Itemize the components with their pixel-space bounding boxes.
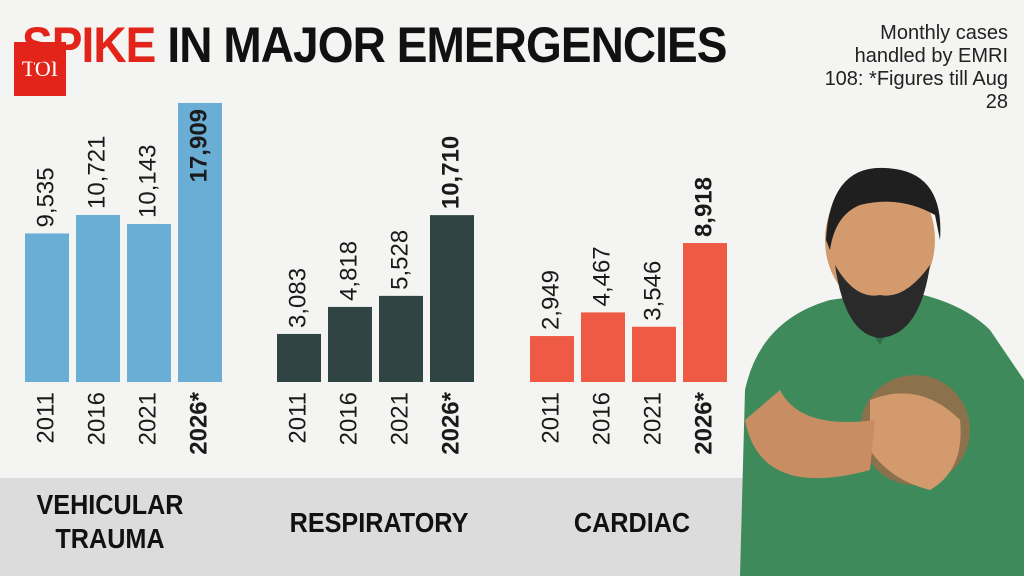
x-tick-label: 2026* — [690, 391, 717, 454]
x-tick-label: 2021 — [639, 392, 666, 445]
legend-entry: RESPIRATORY — [289, 507, 468, 538]
bar — [683, 243, 727, 382]
bar — [127, 223, 171, 382]
bar — [178, 102, 222, 382]
value-label: 3,546 — [639, 261, 666, 321]
beard — [835, 265, 930, 338]
note: Monthly cases handled by EMRI 108: *Figu… — [824, 22, 1008, 113]
value-label: 2,949 — [537, 270, 564, 330]
bar — [328, 306, 372, 382]
hands — [870, 393, 961, 490]
title-highlight: SPIKE — [22, 17, 156, 73]
bar — [76, 214, 120, 382]
value-label: 3,083 — [284, 268, 311, 328]
x-tick-label: 2026* — [185, 391, 212, 454]
x-tick-label: 2016 — [588, 392, 615, 445]
value-label: 8,918 — [690, 177, 717, 237]
hair — [826, 167, 941, 250]
x-tick-label: 2026* — [437, 391, 464, 454]
value-label: 9,535 — [32, 167, 59, 227]
x-tick-label: 2011 — [537, 392, 564, 444]
value-label: 10,721 — [83, 136, 110, 209]
value-label: 17,909 — [185, 109, 212, 182]
bar — [632, 326, 676, 382]
x-tick-label: 2011 — [284, 392, 311, 444]
illustration — [740, 167, 1024, 576]
value-label: 10,710 — [437, 136, 464, 209]
x-tick-label: 2021 — [386, 392, 413, 445]
x-tick-label: 2016 — [335, 392, 362, 445]
x-tick-label: 2021 — [134, 392, 161, 445]
bar — [25, 233, 69, 382]
bar — [277, 333, 321, 382]
bar — [530, 336, 574, 382]
legend-entry: CARDIAC — [573, 507, 690, 538]
x-tick-label: 2011 — [32, 392, 59, 444]
legend-entry: VEHICULAR TRAUMA — [36, 489, 184, 554]
bar — [581, 312, 625, 382]
logo: TOI — [14, 42, 66, 96]
value-label: 10,143 — [134, 145, 161, 218]
value-label: 4,467 — [588, 246, 615, 306]
title-rest: IN MAJOR EMERGENCIES — [167, 17, 727, 73]
bar — [430, 215, 474, 382]
value-label: 5,528 — [386, 230, 413, 290]
chart-title: SPIKE IN MAJOR EMERGENCIES — [22, 16, 727, 74]
arm — [745, 390, 875, 479]
bar — [379, 295, 423, 382]
x-tick-label: 2016 — [83, 392, 110, 445]
value-label: 4,818 — [335, 241, 362, 301]
